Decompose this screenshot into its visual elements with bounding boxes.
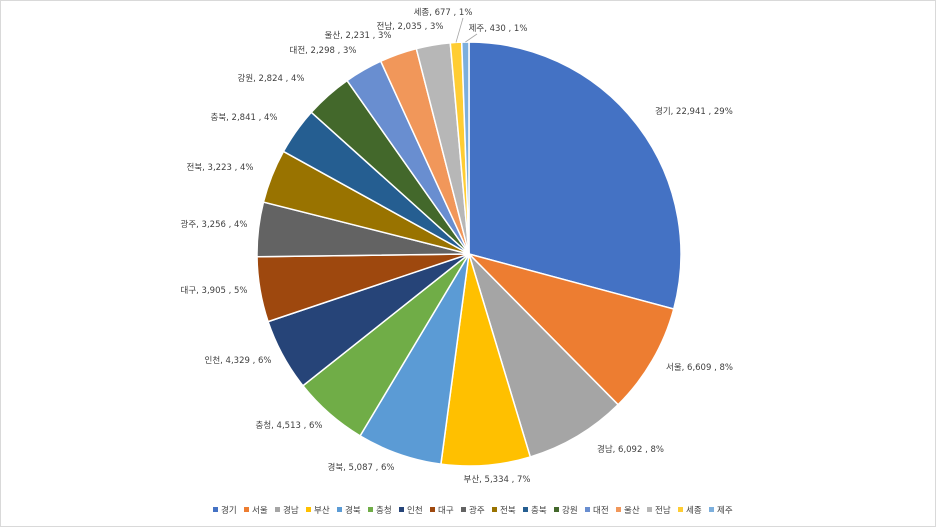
data-label-8: 대구, 3,905 , 5% (181, 286, 248, 296)
pie-slice-17 (460, 41, 470, 255)
legend-label-11: 충북 (531, 506, 547, 516)
pie-slice-1 (468, 41, 682, 310)
legend-swatch-2 (244, 507, 249, 512)
data-label-9: 광주, 3,256 , 4% (181, 219, 248, 230)
legend-swatch-13 (585, 507, 590, 512)
legend-label-14: 울산 (624, 505, 640, 516)
legend-swatch-14 (616, 507, 621, 512)
pie-slice-3 (468, 253, 620, 458)
legend-label-15: 전남 (655, 505, 671, 516)
legend-label-2: 서울 (252, 506, 268, 516)
data-label-6: 충청, 4,513 , 6% (256, 421, 323, 431)
legend-label-8: 대구 (438, 506, 454, 516)
legend-label-12: 강원 (562, 505, 578, 516)
data-label-4: 부산, 5,334 , 7% (464, 474, 531, 485)
data-label-3: 경남, 6,092 , 8% (597, 444, 664, 455)
legend-label-7: 인천 (407, 505, 423, 516)
data-label-12: 강원, 2,824 , 4% (238, 73, 305, 84)
legend-swatch-1 (213, 507, 218, 512)
legend-swatch-3 (275, 507, 280, 512)
data-labels: 경기, 22,941 , 29% 서울, 6,609 , 8% 경남, 6,092 … (181, 8, 733, 485)
data-label-7: 인천, 4,329 , 6% (205, 355, 272, 366)
legend-swatch-17 (709, 507, 714, 512)
data-label-17: 제주, 430 , 1% (469, 24, 528, 34)
legend-swatch-6 (368, 507, 373, 512)
legend-swatch-10 (492, 507, 497, 512)
legend-swatch-5 (337, 507, 342, 512)
legend-label-4: 부산 (314, 505, 330, 516)
legend-swatch-4 (306, 507, 311, 512)
legend-swatch-12 (554, 507, 559, 512)
legend-label-10: 전북 (500, 505, 516, 516)
data-label-5: 경북, 5,087 , 6% (328, 462, 395, 473)
pie-slices (256, 41, 682, 467)
legend-label-3: 경남 (283, 505, 299, 516)
data-label-13: 대전, 2,298 , 3% (290, 45, 357, 56)
data-label-2: 서울, 6,609 , 8% (666, 363, 733, 373)
data-label-14: 울산, 2,231 , 3% (325, 30, 392, 41)
leader-line-17 (465, 33, 478, 43)
legend-swatch-11 (523, 507, 528, 512)
legend-swatch-15 (647, 507, 652, 512)
data-label-16: 세종, 677 , 1% (414, 8, 473, 18)
legend-swatch-7 (399, 507, 404, 512)
data-label-11: 충북, 2,841 , 4% (211, 113, 278, 123)
leader-lines (455, 17, 478, 43)
legend-label-1: 경기 (221, 505, 237, 516)
legend-label-17: 제주 (717, 506, 733, 516)
data-label-15: 전남, 2,035 , 3% (377, 21, 444, 32)
legend: 경기 서울 경남 부산 경북 충청 인천 대구 광주 전북 충북 강원 대전 울산 전남 세종 제주 (213, 505, 733, 516)
legend-label-13: 대전 (593, 505, 609, 516)
data-label-10: 전북, 3,223 , 4% (187, 162, 254, 173)
legend-swatch-8 (430, 507, 435, 512)
legend-label-5: 경북 (345, 505, 361, 516)
legend-label-16: 세종 (686, 506, 702, 516)
leader-line-16 (455, 17, 464, 43)
pie-slice-2 (466, 252, 675, 406)
legend-swatch-9 (461, 507, 466, 512)
legend-swatch-16 (678, 507, 683, 512)
data-label-1: 경기, 22,941 , 29% (655, 106, 733, 117)
legend-label-9: 광주 (469, 505, 485, 516)
legend-label-6: 충청 (376, 506, 392, 516)
